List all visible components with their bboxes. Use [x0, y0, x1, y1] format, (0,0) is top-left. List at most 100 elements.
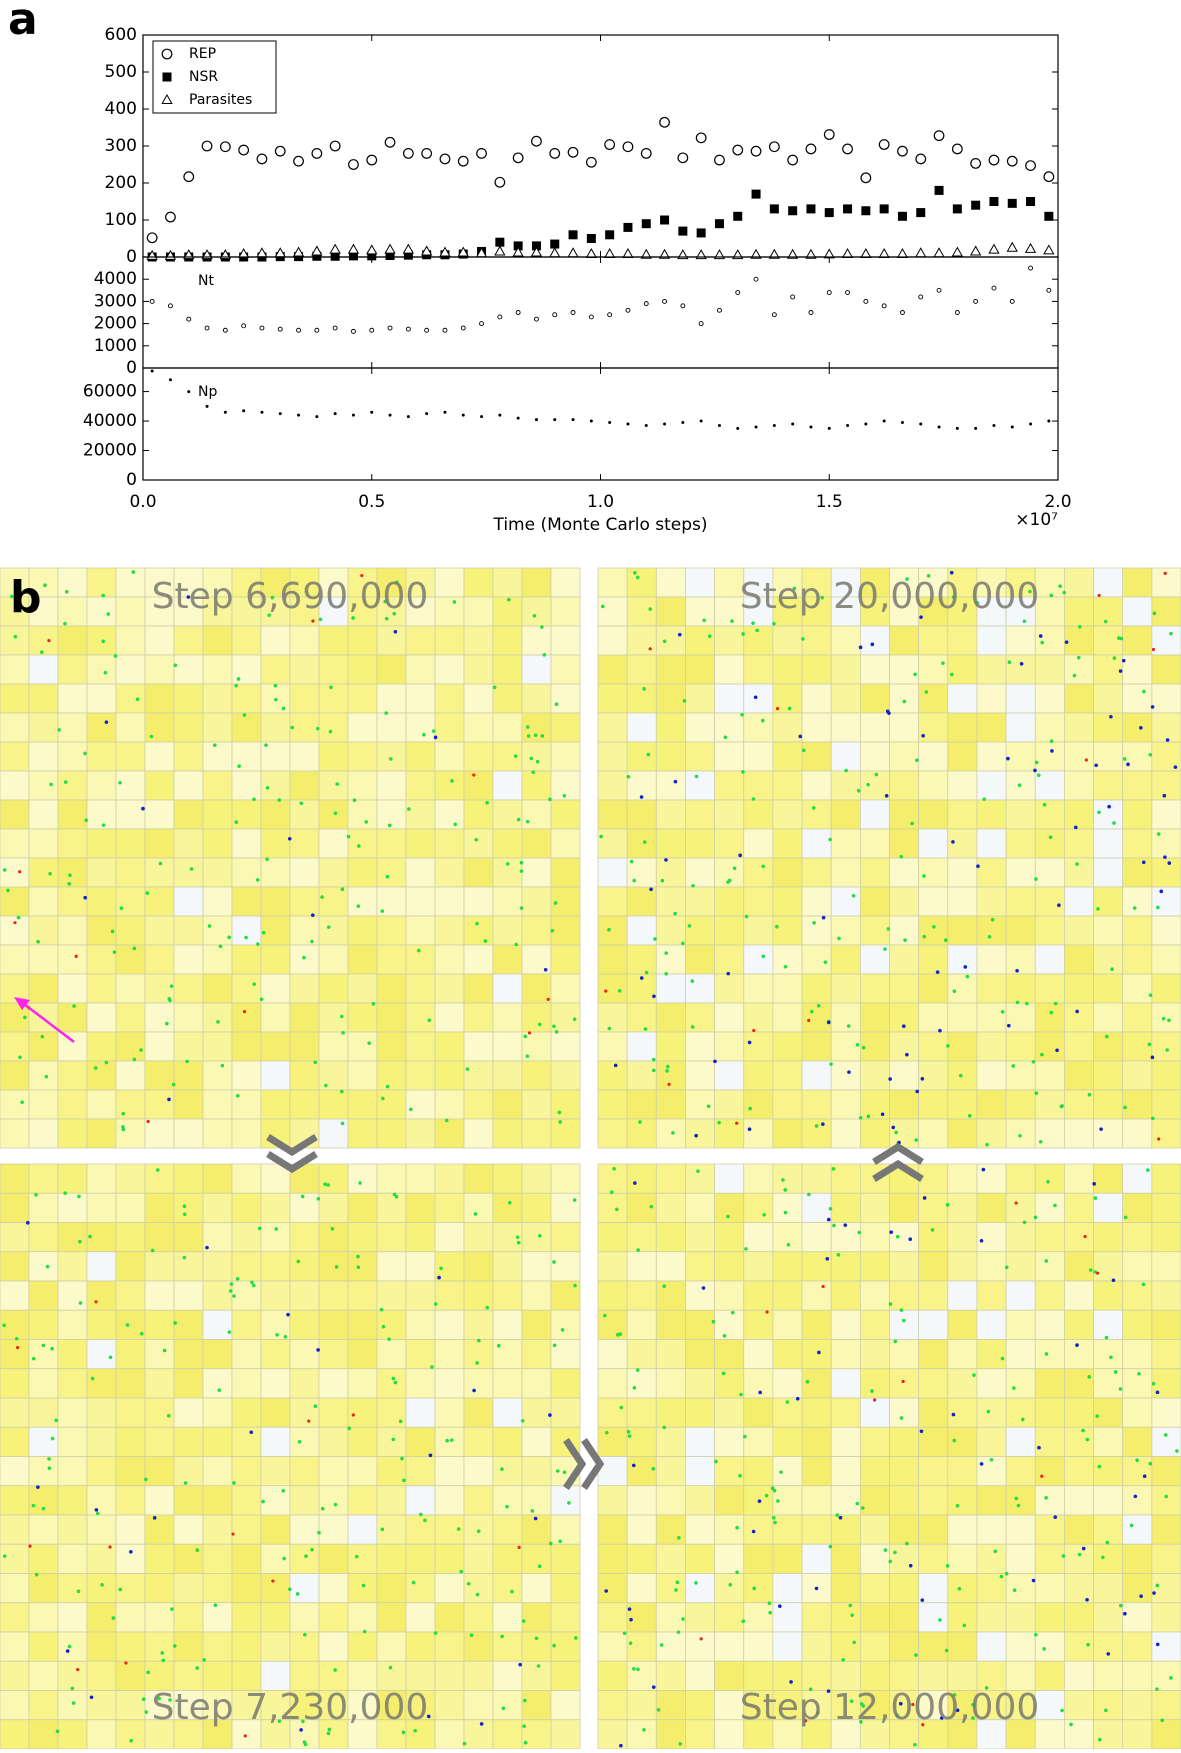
cell [521, 1602, 552, 1633]
cell [434, 828, 465, 859]
cell [260, 828, 291, 859]
cell [626, 625, 657, 656]
green-dot [975, 601, 980, 605]
cell [86, 1631, 117, 1662]
cell [550, 1118, 581, 1149]
green-dot [45, 1264, 50, 1269]
green-dot [926, 574, 931, 578]
plot-frame [142, 256, 1059, 369]
green-dot [952, 989, 957, 993]
green-dot [632, 1667, 636, 1671]
green-dot [1137, 1371, 1141, 1376]
cell [918, 1089, 949, 1120]
cell [830, 973, 861, 1004]
marker [991, 285, 997, 291]
green-dot [760, 718, 765, 723]
blue-dot [1173, 765, 1178, 769]
green-dot [340, 1121, 345, 1126]
green-dot [723, 735, 728, 740]
cell [1034, 1456, 1065, 1487]
green-dot [500, 1634, 504, 1639]
green-dot [752, 1586, 757, 1591]
cell [918, 625, 949, 656]
green-dot [739, 1392, 743, 1397]
cell [1064, 1543, 1094, 1574]
cell [918, 915, 949, 946]
green-dot [352, 798, 357, 802]
cell [626, 1485, 657, 1516]
cell [597, 1002, 628, 1033]
cell [1034, 1690, 1065, 1721]
cell [463, 1543, 494, 1574]
green-dot [170, 1607, 174, 1611]
cell [626, 741, 657, 772]
blue-dot [1109, 714, 1113, 719]
green-dot [1085, 1437, 1090, 1442]
cell [0, 857, 30, 888]
green-dot [787, 706, 792, 711]
green-dot [529, 756, 534, 761]
cell [1151, 973, 1181, 1004]
green-dot [384, 711, 389, 715]
cell [1005, 857, 1036, 888]
cell [772, 1426, 803, 1457]
cell [859, 770, 890, 801]
blue-dot [548, 1413, 552, 1417]
cell [86, 1368, 117, 1399]
green-dot [361, 1583, 366, 1588]
blue-dot [167, 1097, 171, 1102]
cell [655, 1514, 686, 1545]
green-dot [687, 924, 692, 928]
cell [1064, 799, 1094, 830]
cell [1151, 1163, 1181, 1194]
cell [289, 915, 320, 946]
green-dot [67, 1644, 72, 1649]
cell [0, 1118, 30, 1149]
cell [714, 1060, 745, 1091]
cell [655, 567, 686, 598]
red-dot [18, 870, 22, 874]
blue-dot [604, 1589, 608, 1593]
cell [918, 1031, 949, 1062]
marker [769, 204, 779, 214]
green-dot [251, 1283, 256, 1288]
cell [115, 625, 146, 656]
green-dot [617, 988, 622, 993]
green-dot [768, 1610, 772, 1615]
legend-marker [162, 72, 172, 82]
green-dot [628, 1641, 633, 1645]
marker [806, 204, 816, 214]
green-dot [1142, 689, 1146, 694]
green-dot [450, 779, 454, 783]
cell [859, 683, 890, 714]
cell [521, 770, 552, 801]
cell [550, 1485, 581, 1516]
cell [260, 1456, 291, 1487]
green-dot [379, 1307, 384, 1312]
cell [1093, 857, 1124, 888]
cell [1122, 973, 1153, 1004]
cell [376, 1031, 407, 1062]
cell [772, 1514, 803, 1545]
cell [714, 1280, 745, 1311]
cell [685, 1485, 716, 1516]
cell [463, 1280, 494, 1311]
cell [655, 1060, 686, 1091]
cell [376, 1251, 407, 1282]
cell [0, 1660, 30, 1691]
cell [28, 1089, 59, 1120]
cell [597, 799, 628, 830]
cell [144, 1309, 175, 1340]
green-dot [783, 1188, 788, 1192]
green-dot [649, 1204, 654, 1209]
cell [743, 886, 774, 917]
cell [173, 654, 204, 685]
cell [976, 1163, 1007, 1194]
cell [889, 1192, 920, 1223]
green-dot [1012, 1386, 1016, 1390]
green-dot [533, 733, 538, 738]
cell [202, 625, 233, 656]
cell [743, 1222, 774, 1253]
blue-dot [1094, 763, 1098, 768]
cell [859, 1002, 890, 1033]
